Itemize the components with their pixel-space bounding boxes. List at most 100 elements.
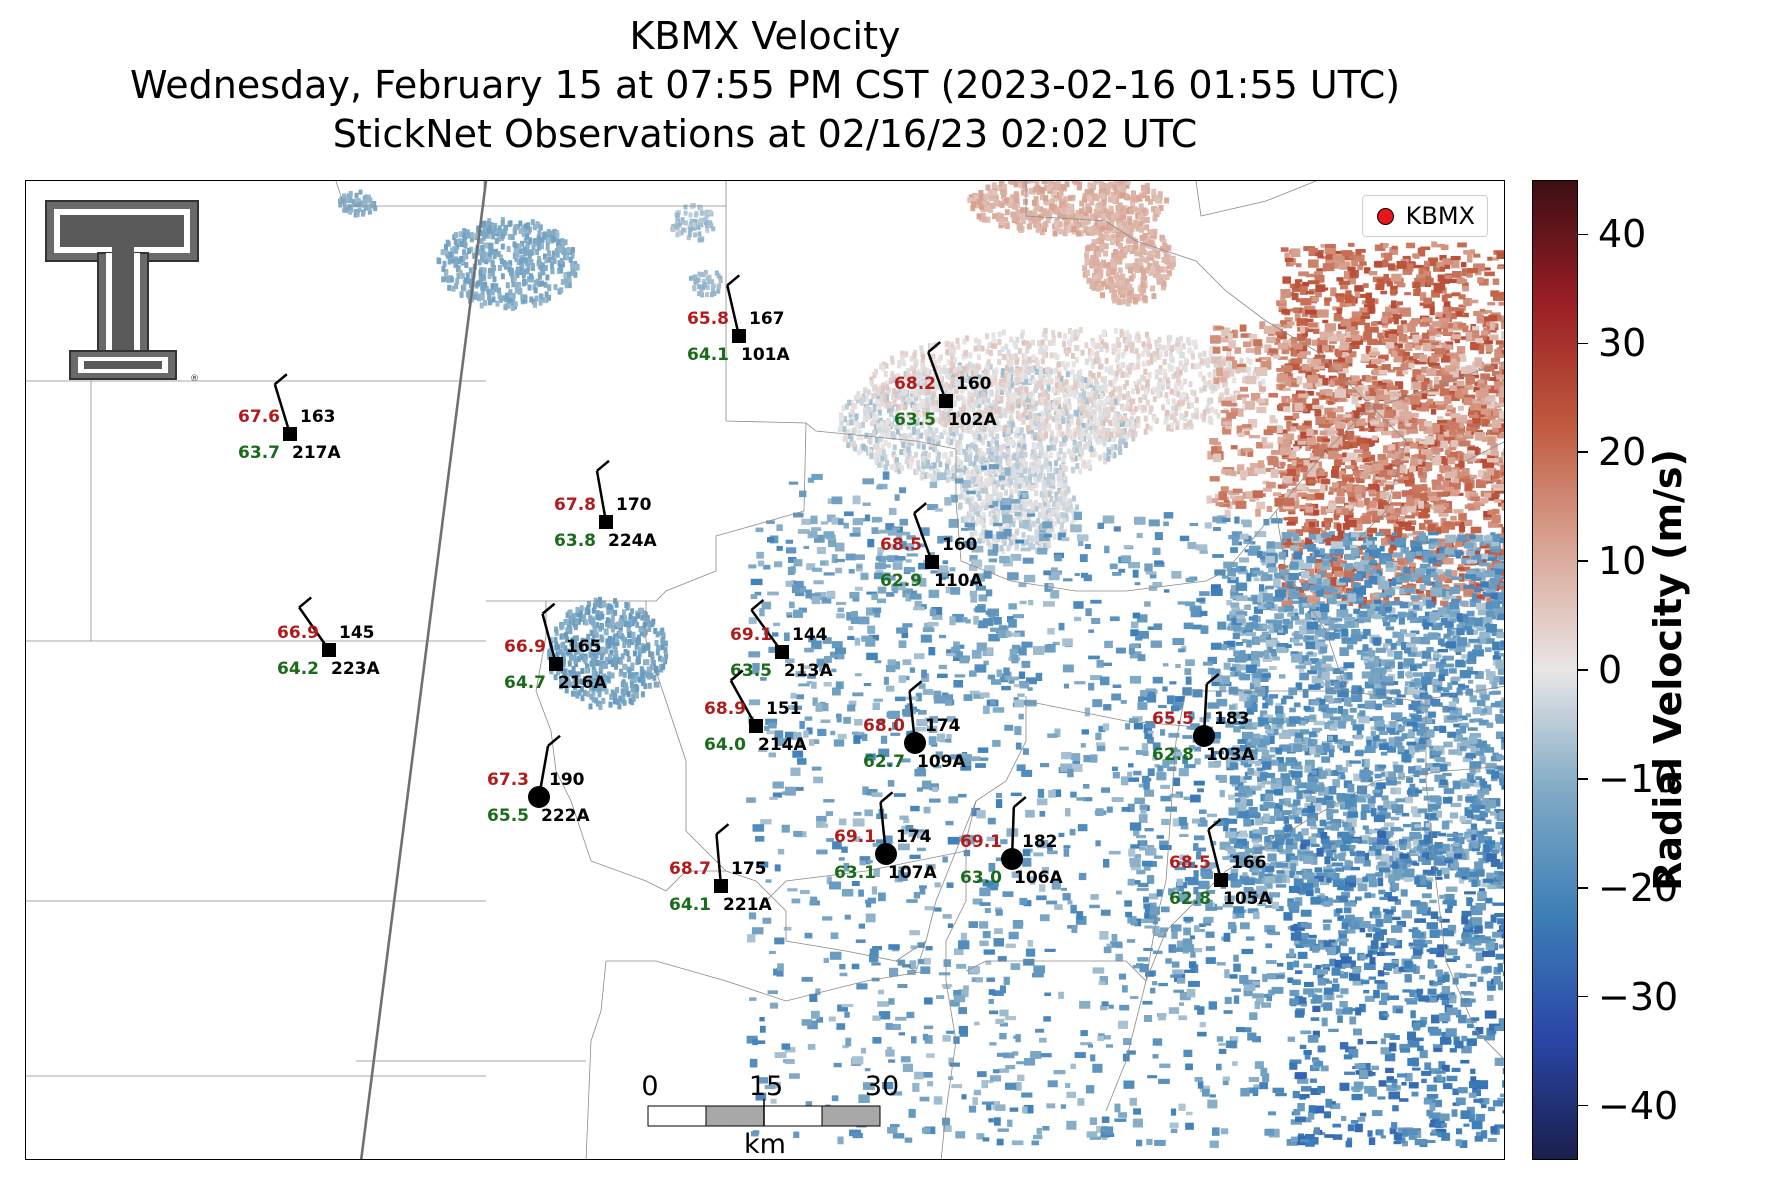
station-214a[interactable]: 68.9 151 64.0 214A: [704, 669, 807, 755]
station-temperature: 67.8: [554, 495, 596, 515]
station-temperature: 69.1: [834, 827, 876, 847]
station-101a[interactable]: 65.8 167 64.1 101A: [687, 274, 790, 365]
station-temperature: 66.9: [277, 623, 319, 643]
station-dewpoint: 63.1: [834, 863, 876, 883]
station-wind-direction: 174: [896, 827, 932, 847]
station-wind-direction: 144: [792, 625, 828, 645]
station-217a[interactable]: 67.6 163 63.7 217A: [238, 373, 341, 463]
station-224a[interactable]: 67.8 170 63.8 224A: [554, 459, 657, 551]
station-dewpoint: 62.9: [880, 571, 922, 591]
colorbar-tick-label: 40: [1598, 212, 1647, 257]
station-wind-direction: 170: [616, 495, 652, 515]
station-id: 224A: [608, 531, 657, 551]
station-square-marker: [549, 657, 563, 671]
station-dewpoint: 65.5: [487, 806, 529, 826]
colorbar-tick: [1578, 887, 1588, 889]
radar-map[interactable]: 65.8 167 64.1 101A 68.2 160 63.5 102A 67.6 163 63.…: [25, 180, 1505, 1160]
station-109a[interactable]: 68.0 174 62.7 109A: [863, 680, 966, 772]
station-213a[interactable]: 69.1 144 63.5 213A: [730, 598, 833, 681]
scale-label-0: 0: [641, 1071, 658, 1102]
scale-label-30: 30: [865, 1071, 899, 1102]
wind-barb: [541, 613, 558, 665]
station-103a[interactable]: 65.5 183 62.8 103A: [1152, 673, 1255, 765]
wind-barb-flag: [927, 341, 942, 354]
station-107a[interactable]: 69.1 174 63.1 107A: [834, 791, 937, 883]
colorbar-tick-label: −30: [1598, 974, 1679, 1019]
station-wind-direction: 160: [942, 535, 978, 555]
station-105a[interactable]: 68.5 166 62.8 105A: [1169, 818, 1272, 909]
velocity-colorbar: [1532, 180, 1578, 1160]
wind-barb: [726, 285, 741, 337]
colorbar-tick-label: 30: [1598, 321, 1647, 366]
station-id: 102A: [948, 410, 997, 430]
station-id: 106A: [1014, 868, 1063, 888]
station-circle-marker: [904, 732, 926, 754]
station-wind-direction: 160: [956, 374, 992, 394]
colorbar-tick-label: 20: [1598, 430, 1647, 475]
wind-barb-flag: [298, 596, 312, 609]
station-dewpoint: 63.7: [238, 443, 280, 463]
station-temperature: 68.7: [669, 859, 711, 879]
station-circle-marker: [528, 786, 550, 808]
station-102a[interactable]: 68.2 160 63.5 102A: [894, 341, 997, 430]
station-square-marker: [749, 719, 763, 733]
colorbar-tick-label: −10: [1598, 756, 1679, 801]
colorbar-tick-label: 10: [1598, 539, 1647, 584]
wind-barb: [298, 606, 331, 651]
station-222a[interactable]: 67.3 190 65.5 222A: [487, 734, 590, 826]
station-temperature: 65.5: [1152, 709, 1194, 729]
scale-bar: 0 15 30 km: [641, 1071, 899, 1159]
station-dewpoint: 64.7: [504, 673, 546, 693]
station-square-marker: [939, 394, 953, 408]
station-temperature: 69.1: [960, 832, 1002, 852]
station-id: 103A: [1206, 745, 1255, 765]
station-221a[interactable]: 68.7 175 64.1 221A: [669, 823, 772, 915]
station-106a[interactable]: 69.1 182 63.0 106A: [960, 796, 1063, 888]
station-square-marker: [599, 515, 613, 529]
station-temperature: 68.0: [863, 716, 905, 736]
title-line-2: Wednesday, February 15 at 07:55 PM CST (…: [129, 63, 1401, 107]
station-id: 107A: [888, 863, 937, 883]
station-110a[interactable]: 68.5 160 62.9 110A: [880, 502, 983, 591]
station-dewpoint: 63.8: [554, 531, 596, 551]
wind-barb-flag: [729, 669, 744, 682]
wind-barb: [1207, 829, 1223, 881]
wind-barb-flag: [715, 823, 730, 836]
title-line-1: KBMX Velocity: [629, 14, 901, 58]
station-223a[interactable]: 66.9 145 64.2 223A: [277, 596, 380, 679]
wind-barb-flag: [726, 274, 741, 287]
station-wind-direction: 190: [549, 770, 585, 790]
station-square-marker: [775, 645, 789, 659]
station-id: 105A: [1223, 889, 1272, 909]
station-id: 109A: [917, 752, 966, 772]
map-legend[interactable]: KBMX: [1361, 195, 1488, 237]
station-temperature: 68.5: [1169, 853, 1211, 873]
legend-label: KBMX: [1405, 202, 1475, 230]
radar-site-marker-icon: [1376, 207, 1394, 225]
station-square-marker: [732, 329, 746, 343]
station-circle-marker: [1001, 848, 1023, 870]
station-id: 213A: [784, 661, 833, 681]
station-temperature: 68.9: [704, 699, 746, 719]
station-216a[interactable]: 66.9 165 64.7 216A: [504, 602, 607, 693]
station-temperature: 66.9: [504, 637, 546, 657]
station-wind-direction: 174: [925, 716, 961, 736]
colorbar-tick: [1578, 560, 1588, 562]
station-circle-marker: [1193, 725, 1215, 747]
station-wind-direction: 163: [300, 407, 336, 427]
station-temperature: 68.2: [894, 374, 936, 394]
colorbar-tick-label: −40: [1598, 1083, 1679, 1128]
registered-mark: ®: [190, 374, 199, 384]
wind-barb: [750, 609, 784, 653]
station-wind-direction: 167: [749, 309, 785, 329]
wind-barb-flag: [1207, 818, 1222, 831]
wind-barb: [729, 679, 758, 727]
station-id: 222A: [541, 806, 590, 826]
station-id: 221A: [723, 895, 772, 915]
colorbar-tick-label: 0: [1598, 648, 1623, 692]
wind-barb-flag: [750, 598, 765, 611]
wind-barb-flag: [596, 459, 610, 472]
station-wind-direction: 165: [566, 637, 602, 657]
station-id: 214A: [758, 735, 807, 755]
wind-barb-flag: [1205, 673, 1220, 686]
